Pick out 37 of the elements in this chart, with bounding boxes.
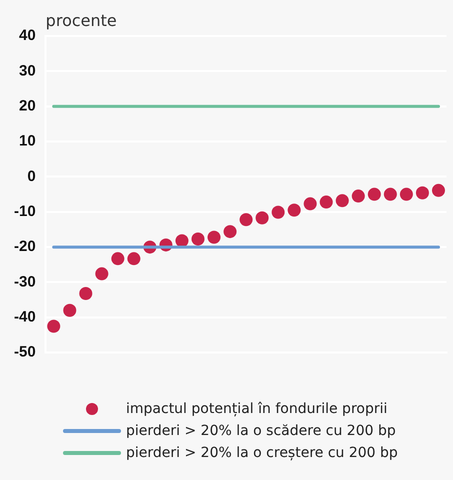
y-tick-label: -30 bbox=[14, 273, 36, 290]
y-tick-label: -50 bbox=[14, 344, 36, 361]
point bbox=[111, 252, 124, 266]
point bbox=[224, 225, 237, 238]
point bbox=[352, 190, 365, 203]
point bbox=[432, 184, 445, 197]
point bbox=[304, 197, 317, 210]
point bbox=[288, 204, 301, 217]
point bbox=[191, 232, 204, 246]
point bbox=[63, 304, 76, 317]
point bbox=[272, 206, 285, 219]
y-tick-label: 10 bbox=[18, 132, 36, 150]
point bbox=[368, 188, 381, 201]
y-tick-label: -40 bbox=[14, 308, 36, 326]
legend-label: impactul potențial în fondurile proprii bbox=[126, 401, 388, 417]
point bbox=[320, 196, 333, 209]
point bbox=[47, 320, 60, 333]
y-tick-label: 40 bbox=[18, 27, 36, 44]
y-tick-label: 20 bbox=[18, 97, 36, 114]
point bbox=[127, 252, 140, 266]
y-tick-label: -10 bbox=[14, 203, 36, 220]
point bbox=[256, 211, 269, 224]
y-axis-title: procente bbox=[46, 11, 117, 30]
point bbox=[384, 188, 397, 201]
y-tick-label: 0 bbox=[27, 168, 36, 185]
y-tick-label: 30 bbox=[18, 62, 36, 80]
y-tick-label: -20 bbox=[14, 238, 36, 256]
point bbox=[400, 188, 413, 201]
point bbox=[336, 194, 349, 208]
point bbox=[79, 287, 92, 300]
point bbox=[416, 186, 429, 200]
legend-label: pierderi > 20% la o scădere cu 200 bp bbox=[126, 423, 396, 439]
point bbox=[175, 234, 188, 248]
legend-label: pierderi > 20% la o creștere cu 200 bp bbox=[126, 445, 398, 461]
point bbox=[95, 267, 108, 280]
point bbox=[240, 213, 253, 226]
point bbox=[208, 230, 221, 244]
